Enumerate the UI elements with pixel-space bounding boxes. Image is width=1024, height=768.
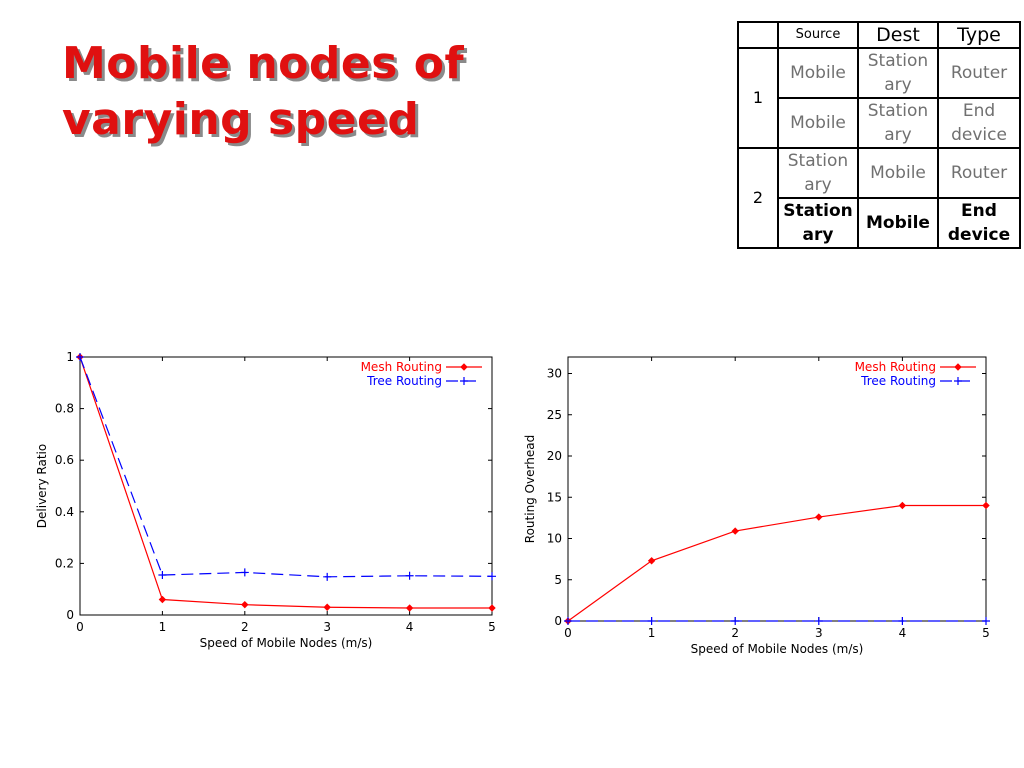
x-tick-label: 1 [159,620,167,634]
x-tick-label: 3 [323,620,331,634]
data-point [982,501,990,510]
delivery-ratio-chart: 0 1 2 3 4 5 0 0.2 0.4 0.6 0.8 1 Speed of Mobile Node… [30,340,500,670]
cell-source: Mobile [777,47,859,99]
slide-title: Mobile nodes of varying speed [62,38,465,145]
cell-dest: Mobile [857,147,939,199]
cell-dest: Station ary [857,97,939,149]
data-point [76,353,84,361]
series-line [567,504,986,622]
data-point [564,617,572,625]
data-point [241,600,249,609]
cell-type: Router [937,47,1021,99]
group-label-1: 1 [737,47,779,149]
data-point [488,604,496,612]
data-point [488,572,496,581]
data-point [731,527,739,535]
y-tick-label: 0 [554,614,562,628]
cell-source: Station ary [777,197,859,249]
x-tick-label: 2 [241,620,249,634]
y-tick-label: 20 [547,449,562,463]
data-point [898,617,907,625]
data-point [731,617,740,625]
cell-source: Mobile [777,97,859,149]
table-header-row: Source Dest Type [737,21,1021,49]
x-axis-label: Speed of Mobile Nodes (m/s) [691,642,864,656]
legend-marker [954,363,962,371]
cell-source: Station ary [777,147,859,199]
y-tick-label: 10 [547,532,562,546]
cell-dest: Mobile [857,197,939,249]
y-tick-label: 0.8 [55,402,74,416]
plot-frame [567,356,987,622]
data-point [240,568,249,577]
delivery-ratio-chart-svg: 0 1 2 3 4 5 0 0.2 0.4 0.6 0.8 1 Speed of Mobile Node… [35,350,496,650]
legend-label: Tree Routing [366,374,442,388]
data-point [323,572,332,581]
x-tick-label: 5 [982,626,990,640]
y-tick-label: 0.6 [55,453,74,467]
data-point [814,617,823,625]
cell-type: End device [937,97,1021,149]
routing-overhead-chart-svg: 0 1 2 3 4 5 0 5 10 15 20 25 30 Speed of Mobile Nodes … [523,356,990,656]
cell-dest: Station ary [857,47,939,99]
table-row: Station ary Mobile End device [738,197,1021,249]
data-point [815,513,823,521]
table-row: Mobile Station ary End device [738,97,1021,149]
plot-area: 0 1 2 3 4 5 0 0.2 0.4 0.6 0.8 1 [55,350,496,634]
data-point [647,617,656,625]
data-point [405,604,414,612]
data-point [158,571,167,580]
routing-scenario-table: Source Dest Type 1 Mobile Station ary Ro… [737,21,1021,249]
y-tick-label: 30 [547,367,562,381]
data-point [898,501,907,510]
legend-label: Mesh Routing [855,360,936,374]
data-point [647,557,656,565]
y-tick-label: 0.2 [55,556,74,570]
x-tick-label: 4 [406,620,414,634]
x-tick-label: 0 [76,620,84,634]
y-tick-label: 1 [66,350,74,364]
x-tick-label: 2 [731,626,739,640]
data-point [158,595,167,604]
y-tick-label: 0 [66,608,74,622]
routing-overhead-chart: 0 1 2 3 4 5 0 5 10 15 20 25 30 Speed of Mobile Nodes … [520,340,990,670]
data-point [323,603,331,611]
plot-frame [79,356,493,616]
table-corner-cell [737,21,779,49]
x-tick-label: 0 [564,626,572,640]
x-axis-label: Speed of Mobile Nodes (m/s) [200,636,373,650]
y-tick-label: 5 [554,573,562,587]
y-axis-label: Delivery Ratio [35,444,49,528]
x-tick-label: 1 [648,626,656,640]
legend-label: Tree Routing [860,374,936,388]
data-point [982,617,990,625]
y-axis-label: Routing Overhead [523,435,537,543]
cell-type: End device [937,197,1021,249]
x-tick-label: 5 [488,620,496,634]
plot-area: 0 1 2 3 4 5 0 5 10 15 20 25 30 [547,356,990,640]
y-tick-label: 15 [547,490,562,504]
legend-label: Mesh Routing [361,360,442,374]
data-point [405,571,414,580]
y-tick-label: 25 [547,408,562,422]
legend-marker [460,377,468,385]
header-dest: Dest [857,21,939,49]
header-source: Source [777,21,859,49]
legend-marker [954,377,962,385]
series-line [79,356,492,609]
cell-type: Router [937,147,1021,199]
y-tick-label: 0.4 [55,505,74,519]
table-row: 1 Mobile Station ary Router [737,47,1021,149]
series-line [79,356,493,578]
header-type: Type [937,21,1021,49]
group-label-2: 2 [737,147,779,249]
x-tick-label: 4 [899,626,907,640]
legend-marker [460,363,468,371]
x-tick-label: 3 [815,626,823,640]
table-row: 2 Station ary Mobile Router [737,147,1021,249]
